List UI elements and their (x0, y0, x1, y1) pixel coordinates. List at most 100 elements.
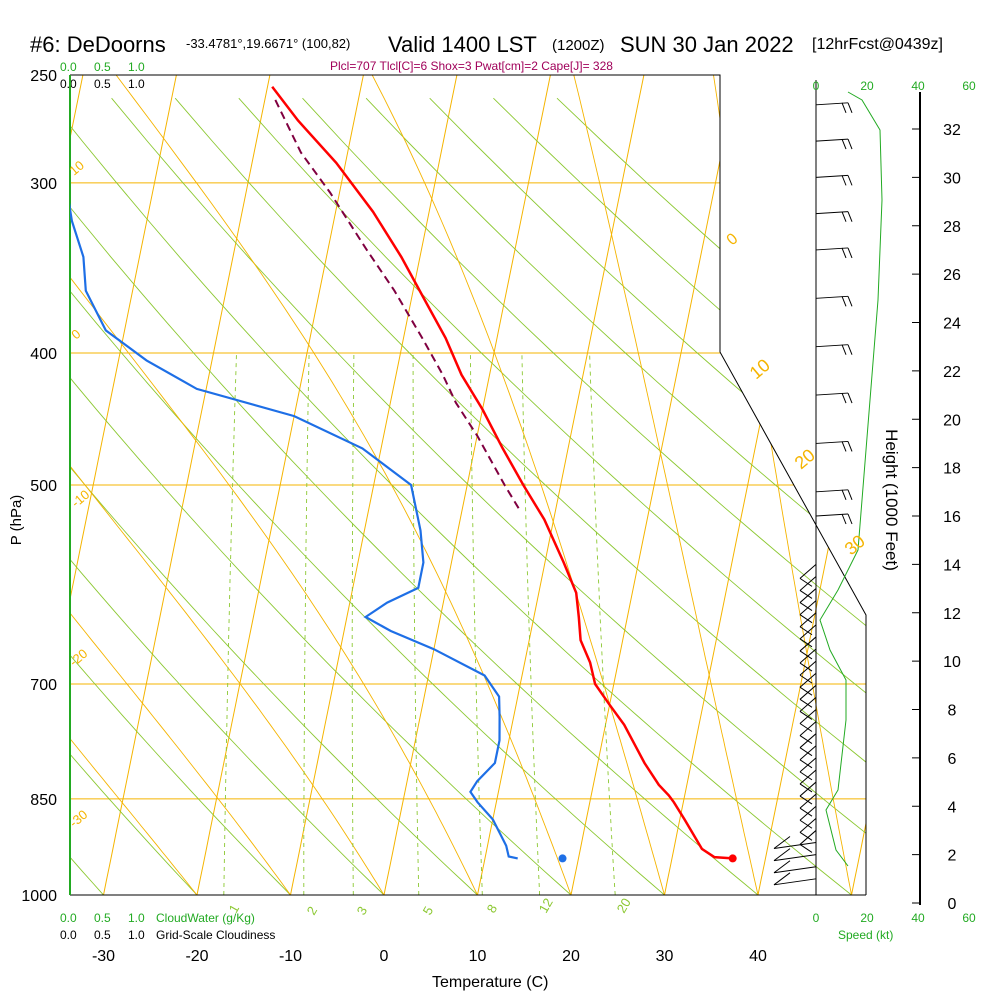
temperature-tick-label: 10 (469, 948, 487, 965)
height-tick-label: 2 (948, 848, 957, 865)
wind-barb-feather (848, 514, 852, 524)
cloudwater-label: CloudWater (g/Kg) (156, 911, 255, 925)
temperature-tick-label: -20 (185, 948, 208, 965)
mixing-ratio-label: 5 (420, 904, 437, 918)
mixing-ratio-label: 3 (354, 904, 371, 918)
speed-top-tick-label: 0 (813, 79, 820, 93)
mixing-ratio-label: 12 (536, 895, 556, 915)
mixing-ratio-line (522, 353, 540, 895)
temperature-tick-label: 20 (562, 948, 580, 965)
speed-top-tick-label: 20 (860, 79, 874, 93)
height-tick-label: 26 (943, 267, 961, 284)
height-tick-label: 4 (948, 799, 957, 816)
wind-barb-feather (848, 296, 852, 306)
wind-barb (816, 248, 852, 258)
mixing-ratio-label: 8 (484, 902, 501, 916)
dry-adiabat-line (493, 98, 1000, 895)
speed-bottom-tick-label: 0 (813, 911, 820, 925)
pressure-tick-label: 1000 (21, 888, 57, 905)
height-tick-label: 0 (948, 896, 957, 913)
speed-top-tick-label: 40 (911, 79, 925, 93)
wind-barb-feather (842, 139, 846, 149)
dry-adiabat-line (112, 98, 945, 895)
height-tick-label: 8 (948, 703, 957, 720)
scale-top-green-05: 0.5 (94, 60, 111, 74)
height-tick-label: 28 (943, 219, 961, 236)
height-tick-label: 10 (943, 654, 961, 671)
wind-barb-feather (848, 345, 852, 355)
pressure-tick-label: 700 (30, 677, 57, 694)
wind-barb (816, 212, 852, 222)
wind-barb-feather (848, 490, 852, 500)
speed-top-tick-label: 60 (962, 79, 976, 93)
wind-barb-feather (848, 175, 852, 185)
pressure-tick-label: 400 (30, 346, 57, 363)
pressure-tick-label: 250 (30, 68, 57, 85)
forecast-info: [12hrFcst@0439z] (812, 36, 943, 53)
height-tick-label: 16 (943, 509, 961, 526)
scale-top-black-05: 0.5 (94, 77, 111, 91)
height-axis-title: Height (1000 Feet) (882, 429, 901, 571)
wind-barb-feather (848, 103, 852, 113)
stability-indices: Plcl=707 Tlcl[C]=6 Shox=3 Pwat[cm]=2 Cap… (330, 59, 613, 73)
height-tick-label: 24 (943, 316, 961, 333)
series-line-parcel (275, 98, 519, 508)
series-line-dewpoint (44, 82, 518, 858)
wind-barb-feather (848, 248, 852, 258)
scale-top-green-10: 1.0 (128, 60, 145, 74)
wind-barb (816, 393, 852, 403)
scale-bottom-black-10: 1.0 (128, 928, 145, 942)
height-tick-label: 22 (943, 364, 961, 381)
valid-date: SUN 30 Jan 2022 (620, 32, 794, 57)
temperature-tick-label: 0 (380, 948, 389, 965)
wind-barb-feather (848, 441, 852, 451)
mixing-ratio-label: 2 (304, 904, 321, 918)
wind-barb (816, 139, 852, 149)
height-tick-label: 6 (948, 751, 957, 768)
scale-bottom-green-0: 0.0 (60, 911, 77, 925)
temperature-tick-label: 40 (749, 948, 767, 965)
wind-barb-feather (800, 844, 812, 852)
wind-barb (816, 296, 852, 306)
speed-bottom-tick-label: 60 (962, 911, 976, 925)
wind-barb (774, 861, 816, 873)
wind-barb (774, 873, 816, 885)
wind-barb-feather (842, 212, 846, 222)
wind-barb-feather (848, 212, 852, 222)
pressure-tick-label: 300 (30, 176, 57, 193)
mixing-ratio-label: 20 (614, 895, 634, 915)
scale-top-green-0: 0.0 (60, 60, 77, 74)
wind-barb-feather (842, 248, 846, 258)
height-tick-label: 12 (943, 606, 961, 623)
temperature-tick-label: -10 (279, 948, 302, 965)
dry-adiabat-line (0, 98, 197, 895)
isotherm-label: 20 (791, 445, 819, 473)
wind-barb (816, 345, 852, 355)
wind-barb (816, 514, 852, 524)
scale-bottom-green-05: 0.5 (94, 911, 111, 925)
scale-bottom-green-10: 1.0 (128, 911, 145, 925)
dry-adiabat-line (366, 98, 1000, 895)
scale-bottom-black-05: 0.5 (94, 928, 111, 942)
dry-adiabat-line (0, 98, 758, 895)
height-tick-label: 32 (943, 122, 961, 139)
wind-barb (816, 490, 852, 500)
wind-barb-feather (842, 296, 846, 306)
y-axis-title: P (hPa) (8, 495, 25, 546)
mixing-ratio-line (590, 353, 616, 895)
wind-barb-feather (842, 345, 846, 355)
temperature-tick-label: 30 (656, 948, 674, 965)
mixing-ratio-line (352, 353, 354, 895)
isotherm-label: 0 (724, 230, 742, 249)
height-tick-label: 18 (943, 461, 961, 478)
wind-barb (816, 103, 852, 113)
pressure-tick-label: 500 (30, 478, 57, 495)
isotherm-label: 10 (746, 355, 774, 383)
wind-barb-staff (800, 564, 816, 578)
scale-bottom-black-0: 0.0 (60, 928, 77, 942)
wind-barb-feather (848, 139, 852, 149)
isotherm-line (852, 75, 1000, 895)
wind-barb-feather (848, 393, 852, 403)
